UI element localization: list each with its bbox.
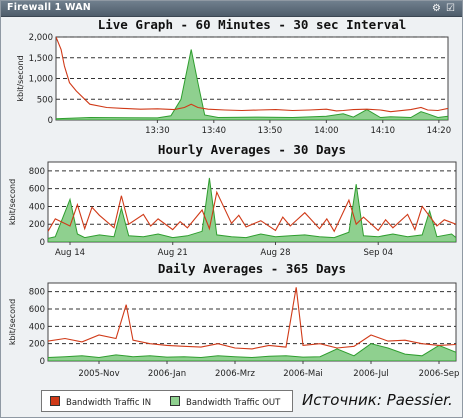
y-tick-label-daily: 0 bbox=[40, 357, 45, 367]
y-tick-label-hourly: 0 bbox=[40, 238, 45, 248]
x-tick-label-live: 13:30 bbox=[145, 126, 170, 136]
legend-item-traffic-in: Bandwidth Traffic IN bbox=[50, 396, 151, 408]
y-tick-label-live: 500 bbox=[37, 95, 53, 105]
x-tick-label-daily: 2006-Jul bbox=[353, 369, 388, 379]
y-tick-label-live: 1,500 bbox=[29, 54, 53, 64]
x-tick-label-hourly: Aug 28 bbox=[260, 248, 290, 258]
series-area-traffic-out-live bbox=[56, 49, 448, 120]
y-axis-label-live: kbit/second bbox=[16, 55, 25, 101]
x-tick-label-live: 14:00 bbox=[314, 126, 339, 136]
y-tick-label-hourly: 400 bbox=[29, 202, 45, 212]
x-tick-label-live: 14:20 bbox=[427, 126, 452, 136]
x-tick-label-daily: 2006-Mai bbox=[283, 369, 323, 379]
x-tick-label-hourly: Aug 21 bbox=[158, 248, 188, 258]
y-tick-label-hourly: 200 bbox=[29, 220, 45, 230]
y-tick-label-live: 1,000 bbox=[29, 75, 53, 85]
chart-daily: Daily Averages - 365 Days 0 200 400 600 800 kb… bbox=[8, 261, 459, 379]
x-tick-label-hourly: Sep 04 bbox=[363, 248, 393, 258]
legend-swatch-in bbox=[50, 396, 60, 406]
widget-titlebar: Firewall 1 WAN ⚙ ☑ bbox=[1, 1, 462, 17]
y-tick-label-hourly: 600 bbox=[29, 185, 45, 195]
series-line-traffic-in-hourly bbox=[48, 190, 456, 233]
source-caption: Источник: Paessier. bbox=[302, 391, 453, 409]
legend-swatch-out bbox=[170, 396, 180, 406]
y-tick-label-hourly: 800 bbox=[29, 167, 45, 177]
y-tick-label-daily: 200 bbox=[29, 340, 45, 350]
legend-label-out: Bandwidth Traffic OUT bbox=[186, 398, 281, 408]
y-tick-label-daily: 400 bbox=[29, 322, 45, 332]
series-area-traffic-out-hourly bbox=[48, 177, 456, 242]
chart-title-daily: Daily Averages - 365 Days bbox=[158, 261, 346, 276]
edit-icon[interactable]: ☑ bbox=[446, 3, 455, 14]
series-group-daily bbox=[48, 287, 456, 361]
x-tick-label-daily: 2006-Mrz bbox=[215, 369, 256, 379]
y-tick-label-live: 0 bbox=[48, 116, 53, 126]
x-tick-label-daily: 2006-Sep bbox=[419, 369, 460, 379]
x-tick-label-live: 13:40 bbox=[202, 126, 227, 136]
y-axis-label-hourly: kbit/second bbox=[8, 179, 17, 225]
y-axis-label-daily: kbit/second bbox=[8, 299, 17, 345]
legend-item-traffic-out: Bandwidth Traffic OUT bbox=[170, 396, 280, 408]
series-group-live bbox=[56, 37, 448, 120]
chart-legend: Bandwidth Traffic IN Bandwidth Traffic O… bbox=[41, 390, 293, 412]
legend-label-in: Bandwidth Traffic IN bbox=[66, 398, 152, 408]
chart-live: Live Graph - 60 Minutes - 30 sec Interva… bbox=[16, 17, 451, 136]
charts-area: Live Graph - 60 Minutes - 30 sec Interva… bbox=[1, 17, 462, 389]
chart-title-live: Live Graph - 60 Minutes - 30 sec Interva… bbox=[98, 17, 407, 32]
gear-icon[interactable]: ⚙ bbox=[432, 3, 441, 14]
widget-title: Firewall 1 WAN bbox=[7, 2, 91, 13]
x-tick-label-hourly: Aug 14 bbox=[55, 248, 85, 258]
y-tick-label-daily: 800 bbox=[29, 288, 45, 298]
x-tick-label-daily: 2006-Jan bbox=[148, 369, 186, 379]
y-tick-label-daily: 600 bbox=[29, 305, 45, 315]
series-group-hourly bbox=[48, 177, 456, 242]
bandwidth-charts: Live Graph - 60 Minutes - 30 sec Interva… bbox=[8, 17, 459, 379]
series-line-traffic-in-daily bbox=[48, 287, 456, 350]
x-tick-label-live: 13:50 bbox=[258, 126, 283, 136]
series-line-traffic-in-live bbox=[56, 37, 448, 113]
x-tick-label-daily: 2005-Nov bbox=[78, 369, 119, 379]
series-area-traffic-out-daily bbox=[48, 343, 456, 361]
chart-hourly: Hourly Averages - 30 Days 0 200 400 600 800 kb… bbox=[8, 142, 457, 258]
x-tick-label-live: 14:10 bbox=[371, 126, 396, 136]
plot-area-hourly bbox=[47, 161, 457, 243]
y-tick-label-live: 2,000 bbox=[29, 33, 53, 43]
chart-title-hourly: Hourly Averages - 30 Days bbox=[158, 142, 346, 157]
